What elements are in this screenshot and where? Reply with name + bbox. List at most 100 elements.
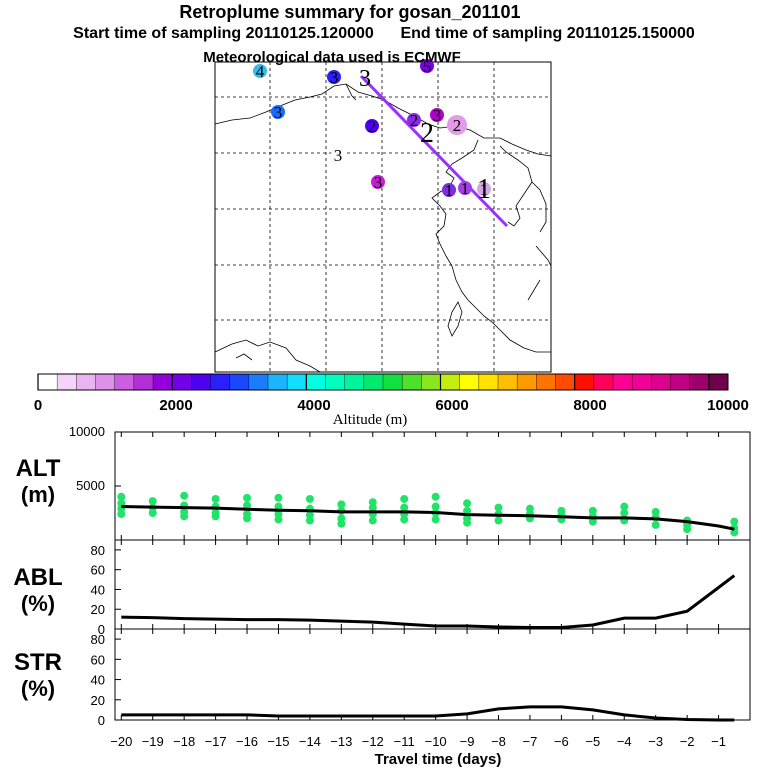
colorbar-frame bbox=[37, 373, 729, 391]
colorbar-swatch bbox=[383, 374, 403, 390]
colorbar-swatch bbox=[708, 374, 729, 390]
map-marker-label: 5 bbox=[423, 57, 432, 76]
map-frame bbox=[214, 61, 552, 373]
x-tick-label: −11 bbox=[394, 734, 415, 749]
map-marker bbox=[331, 148, 345, 162]
map-marker-label: 1 bbox=[461, 179, 470, 198]
x-tick-label: −10 bbox=[425, 734, 447, 749]
colorbar-swatch bbox=[670, 374, 691, 390]
str-ytick-label: 0 bbox=[98, 713, 105, 728]
altitude-point bbox=[730, 517, 739, 526]
altitude-point bbox=[730, 528, 739, 537]
colorbar-swatch bbox=[153, 374, 173, 390]
altitude-point bbox=[117, 492, 126, 501]
map-marker-label: 4 bbox=[256, 62, 265, 81]
altitude-point bbox=[117, 510, 126, 519]
alt-unit: (m) bbox=[21, 482, 55, 507]
x-tick-label: −17 bbox=[205, 734, 227, 749]
colorbar-swatch bbox=[363, 374, 384, 390]
abl-title: ABL bbox=[13, 564, 62, 591]
met-data-label: Meteorological data used is ECMWF bbox=[203, 49, 461, 66]
x-tick-label: −8 bbox=[491, 734, 506, 749]
sampling-times: Start time of sampling 20110125.120000 E… bbox=[0, 25, 768, 43]
str-series-line bbox=[121, 705, 735, 722]
x-tick-label: −1 bbox=[711, 734, 726, 749]
altitude-point bbox=[400, 503, 409, 512]
x-tick-label: −6 bbox=[554, 734, 569, 749]
abl-unit: (%) bbox=[21, 591, 55, 616]
x-tick-label: −9 bbox=[460, 734, 475, 749]
end-time-label: End time of sampling 20110125.150000 bbox=[400, 25, 695, 42]
str-panel-frame bbox=[114, 628, 751, 721]
colorbar-tick-label: 6000 bbox=[435, 397, 468, 414]
map-marker-label: 2 bbox=[368, 117, 377, 136]
colorbar-swatch bbox=[229, 374, 250, 390]
altitude-point bbox=[651, 520, 660, 529]
altitude-point bbox=[274, 515, 283, 524]
altitude-colorbar: 0 2000 4000 6000 8000 10000 bbox=[34, 373, 749, 414]
altitude-point bbox=[274, 502, 283, 511]
str-ytick-label: 40 bbox=[91, 673, 105, 688]
colorbar-swatch bbox=[344, 374, 365, 390]
x-tick-label: −13 bbox=[330, 734, 352, 749]
colorbar-swatch bbox=[536, 374, 556, 390]
time-series-panels: ALT (m) ABL (%) STR (%) 10000 5000 80 60 4… bbox=[13, 424, 751, 749]
x-tick-label: −7 bbox=[523, 734, 538, 749]
colorbar-swatch bbox=[402, 374, 422, 390]
altitude-point bbox=[463, 518, 472, 527]
altitude-point bbox=[683, 525, 692, 534]
colorbar-tick-label: 4000 bbox=[297, 397, 330, 414]
map-marker-label: 1 bbox=[445, 181, 454, 200]
map-marker-label: 2 bbox=[453, 116, 462, 135]
str-title: STR bbox=[14, 649, 62, 676]
map-marker bbox=[253, 64, 267, 78]
colorbar-swatch bbox=[498, 374, 518, 390]
colorbar-swatch bbox=[268, 374, 288, 390]
altitude-point bbox=[305, 516, 314, 525]
colorbar-tick-label: 10000 bbox=[707, 397, 749, 414]
map-graticule bbox=[215, 62, 551, 372]
map-marker bbox=[327, 70, 341, 84]
altitude-point bbox=[431, 515, 440, 524]
big-label-2: 2 bbox=[420, 118, 434, 149]
map-marker-label: 1 bbox=[480, 180, 489, 199]
abl-series-line bbox=[121, 574, 736, 629]
colorbar-swatch bbox=[517, 374, 537, 390]
colorbar-swatch bbox=[38, 374, 58, 390]
x-tick-label: −4 bbox=[617, 734, 632, 749]
str-ytick-label: 80 bbox=[91, 632, 105, 647]
chart-title: Retroplume summary for gosan_201101 bbox=[179, 2, 521, 22]
map-marker bbox=[420, 59, 434, 73]
colorbar-swatch bbox=[478, 374, 499, 390]
alt-ytick-5000: 5000 bbox=[76, 478, 105, 493]
colorbar-swatch bbox=[133, 374, 154, 390]
alt-ytick-10000: 10000 bbox=[69, 424, 105, 439]
map-marker-label: 2 bbox=[410, 111, 419, 130]
colorbar-swatch bbox=[57, 374, 77, 390]
colorbar-swatch bbox=[248, 374, 269, 390]
abl-ytick-label: 60 bbox=[91, 563, 105, 578]
colorbar-axis-label: Altitude (m) bbox=[333, 412, 408, 428]
abl-ytick-label: 80 bbox=[91, 543, 105, 558]
altitude-point bbox=[211, 494, 220, 503]
abl-panel-frame bbox=[114, 539, 751, 630]
map-marker-label: 3 bbox=[330, 68, 339, 87]
x-tick-label: −5 bbox=[585, 734, 600, 749]
altitude-point bbox=[620, 509, 629, 517]
start-time-label: Start time of sampling 20110125.120000 bbox=[73, 25, 374, 42]
alt-title: ALT bbox=[16, 455, 61, 482]
colorbar-swatch bbox=[632, 374, 652, 390]
colorbar-swatch bbox=[555, 374, 576, 390]
altitude-point bbox=[180, 512, 189, 521]
map-marker bbox=[407, 113, 421, 127]
colorbar-swatch bbox=[459, 374, 480, 390]
x-tick-label: −18 bbox=[173, 734, 195, 749]
altitude-point bbox=[148, 509, 157, 517]
altitude-point bbox=[620, 502, 629, 511]
map-marker bbox=[365, 119, 379, 133]
colorbar-swatch bbox=[689, 374, 710, 390]
colorbar-swatch bbox=[593, 374, 614, 390]
x-tick-label: −2 bbox=[680, 734, 695, 749]
